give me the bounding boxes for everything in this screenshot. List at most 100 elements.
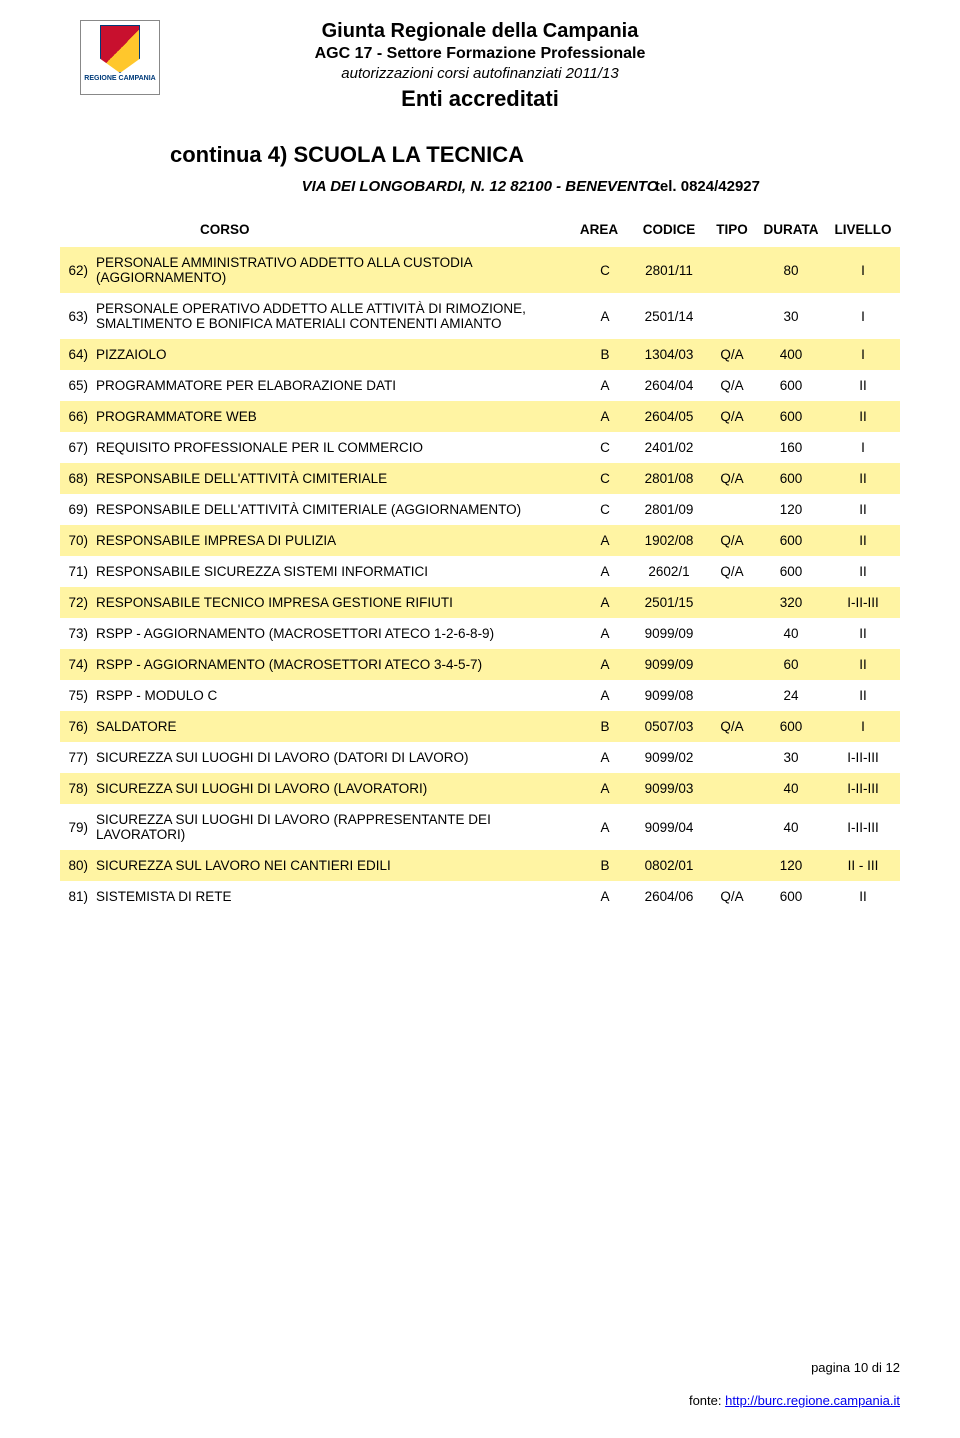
row-tipo [708, 247, 756, 293]
row-course: SICUREZZA SUI LUOGHI DI LAVORO (DATORI D… [92, 742, 580, 773]
region-logo: REGIONE CAMPANIA [80, 20, 160, 95]
row-livello: I [826, 711, 900, 742]
row-durata: 400 [756, 339, 826, 370]
table-row: 79)SICUREZZA SUI LUOGHI DI LAVORO (RAPPR… [60, 804, 900, 850]
row-tipo: Q/A [708, 463, 756, 494]
row-livello: II [826, 401, 900, 432]
row-number: 70) [60, 525, 92, 556]
row-tipo [708, 850, 756, 881]
row-livello: I [826, 432, 900, 463]
row-code: 2801/08 [630, 463, 708, 494]
telephone: tel. 0824/42927 [655, 178, 760, 195]
row-number: 74) [60, 649, 92, 680]
row-durata: 24 [756, 680, 826, 711]
row-code: 9099/09 [630, 618, 708, 649]
row-livello: II [826, 649, 900, 680]
row-livello: II [826, 618, 900, 649]
table-row: 78)SICUREZZA SUI LUOGHI DI LAVORO (LAVOR… [60, 773, 900, 804]
table-row: 65)PROGRAMMATORE PER ELABORAZIONE DATIA2… [60, 370, 900, 401]
address-line: VIA DEI LONGOBARDI, N. 12 82100 - BENEVE… [60, 178, 900, 196]
row-number: 72) [60, 587, 92, 618]
row-course: SISTEMISTA DI RETE [92, 881, 580, 912]
row-livello: II [826, 680, 900, 711]
row-course: RSPP - MODULO C [92, 680, 580, 711]
table-row: 64)PIZZAIOLOB1304/03Q/A400I [60, 339, 900, 370]
page: REGIONE CAMPANIA Giunta Regionale della … [0, 0, 960, 1438]
row-livello: I [826, 339, 900, 370]
header-line3: autorizzazioni corsi autofinanziati 2011… [60, 65, 900, 82]
source-link[interactable]: http://burc.regione.campania.it [725, 1393, 900, 1408]
header-line2: AGC 17 - Settore Formazione Professional… [60, 45, 900, 63]
row-number: 65) [60, 370, 92, 401]
row-code: 2604/04 [630, 370, 708, 401]
row-area: C [580, 494, 630, 525]
row-tipo: Q/A [708, 339, 756, 370]
row-course: RSPP - AGGIORNAMENTO (MACROSETTORI ATECO… [92, 649, 580, 680]
row-area: C [580, 432, 630, 463]
row-number: 75) [60, 680, 92, 711]
row-number: 69) [60, 494, 92, 525]
row-tipo: Q/A [708, 881, 756, 912]
row-code: 9099/02 [630, 742, 708, 773]
row-code: 2604/05 [630, 401, 708, 432]
table-row: 67)REQUISITO PROFESSIONALE PER IL COMMER… [60, 432, 900, 463]
table-row: 63)PERSONALE OPERATIVO ADDETTO ALLE ATTI… [60, 293, 900, 339]
row-durata: 160 [756, 432, 826, 463]
row-number: 71) [60, 556, 92, 587]
shield-icon [100, 25, 140, 73]
address: VIA DEI LONGOBARDI, N. 12 82100 - BENEVE… [60, 178, 900, 195]
row-durata: 120 [756, 850, 826, 881]
table-row: 76)SALDATOREB0507/03Q/A600I [60, 711, 900, 742]
row-durata: 600 [756, 881, 826, 912]
row-area: A [580, 370, 630, 401]
row-area: A [580, 556, 630, 587]
row-course: RESPONSABILE DELL'ATTIVITÀ CIMITERIALE (… [92, 494, 580, 525]
row-livello: I-II-III [826, 742, 900, 773]
row-number: 63) [60, 293, 92, 339]
row-area: A [580, 881, 630, 912]
row-number: 68) [60, 463, 92, 494]
row-tipo: Q/A [708, 370, 756, 401]
row-area: A [580, 773, 630, 804]
row-code: 0507/03 [630, 711, 708, 742]
document-header: REGIONE CAMPANIA Giunta Regionale della … [60, 20, 900, 112]
row-tipo [708, 742, 756, 773]
col-codice: CODICE [630, 222, 708, 237]
row-course: RSPP - AGGIORNAMENTO (MACROSETTORI ATECO… [92, 618, 580, 649]
row-code: 2501/14 [630, 293, 708, 339]
row-tipo [708, 618, 756, 649]
row-area: A [580, 401, 630, 432]
row-number: 80) [60, 850, 92, 881]
row-area: A [580, 525, 630, 556]
row-area: A [580, 804, 630, 850]
row-code: 2602/1 [630, 556, 708, 587]
row-livello: I-II-III [826, 804, 900, 850]
row-livello: II [826, 370, 900, 401]
row-durata: 600 [756, 525, 826, 556]
row-number: 76) [60, 711, 92, 742]
row-course: SICUREZZA SUL LAVORO NEI CANTIERI EDILI [92, 850, 580, 881]
row-area: A [580, 293, 630, 339]
col-area: AREA [574, 222, 624, 237]
col-livello: LIVELLO [826, 222, 900, 237]
row-durata: 30 [756, 742, 826, 773]
row-durata: 40 [756, 618, 826, 649]
row-tipo: Q/A [708, 525, 756, 556]
row-course: REQUISITO PROFESSIONALE PER IL COMMERCIO [92, 432, 580, 463]
row-livello: I-II-III [826, 587, 900, 618]
row-tipo [708, 649, 756, 680]
header-line1: Giunta Regionale della Campania [60, 20, 900, 43]
row-code: 2801/09 [630, 494, 708, 525]
row-code: 9099/08 [630, 680, 708, 711]
row-durata: 600 [756, 401, 826, 432]
row-durata: 80 [756, 247, 826, 293]
row-livello: II [826, 556, 900, 587]
row-area: B [580, 711, 630, 742]
row-tipo [708, 494, 756, 525]
header-text: Giunta Regionale della Campania AGC 17 -… [60, 20, 900, 112]
table-row: 75)RSPP - MODULO CA9099/08 24II [60, 680, 900, 711]
row-number: 64) [60, 339, 92, 370]
row-code: 9099/04 [630, 804, 708, 850]
row-livello: I [826, 293, 900, 339]
row-area: A [580, 680, 630, 711]
